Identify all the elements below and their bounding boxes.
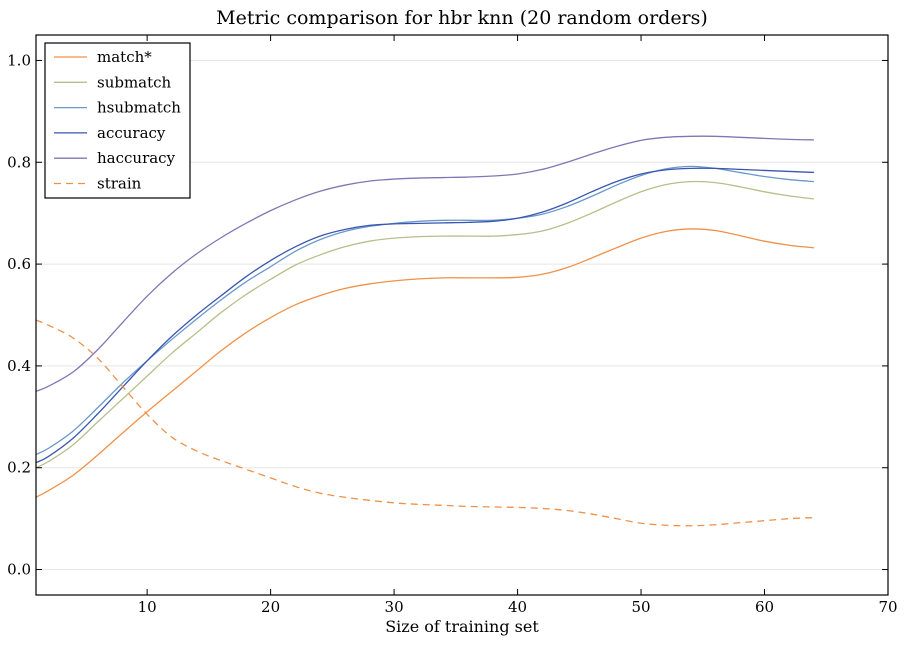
legend-label: accuracy [97,124,166,142]
series-line-haccuracy [35,135,814,392]
grid-lines [36,59,888,571]
series-line-hsubmatch [35,165,814,456]
y-tick-label: 0.8 [7,153,31,171]
y-tick-label: 0.4 [7,357,31,375]
axis-ticks: 10 20 30 40 50 60 70 0.0 0.2 0.4 0.6 0.8 1.0 [7,35,898,616]
legend-label: hsubmatch [97,99,181,117]
series-line-match [35,228,814,498]
x-tick-label: 30 [385,598,404,616]
x-tick-label: 10 [138,598,157,616]
y-tick-label: 0.6 [7,255,31,273]
legend-label: strain [97,175,142,193]
series-line-submatch [35,180,814,469]
y-tick-label: 0.0 [7,561,31,579]
axes-frame [35,34,889,596]
legend-label: match* [97,48,152,66]
x-axis-label: Size of training set [385,617,539,636]
legend-label: haccuracy [97,149,176,167]
y-tick-label: 0.2 [7,459,31,477]
x-tick-label: 50 [631,598,650,616]
series-group [35,135,814,527]
legend: match* submatch hsubmatch accuracy haccuracy… [44,42,191,199]
x-tick-label: 20 [261,598,280,616]
x-tick-label: 70 [878,598,897,616]
legend-label: submatch [97,73,172,91]
legend-box [44,42,191,199]
chart-title: Metric comparison for hbr knn (20 random… [216,7,708,29]
x-tick-label: 40 [508,598,527,616]
series-line-strain [35,319,814,527]
plot-frame [35,34,889,596]
series-line-accuracy [35,167,814,464]
x-tick-label: 60 [755,598,774,616]
y-tick-label: 1.0 [7,51,31,69]
